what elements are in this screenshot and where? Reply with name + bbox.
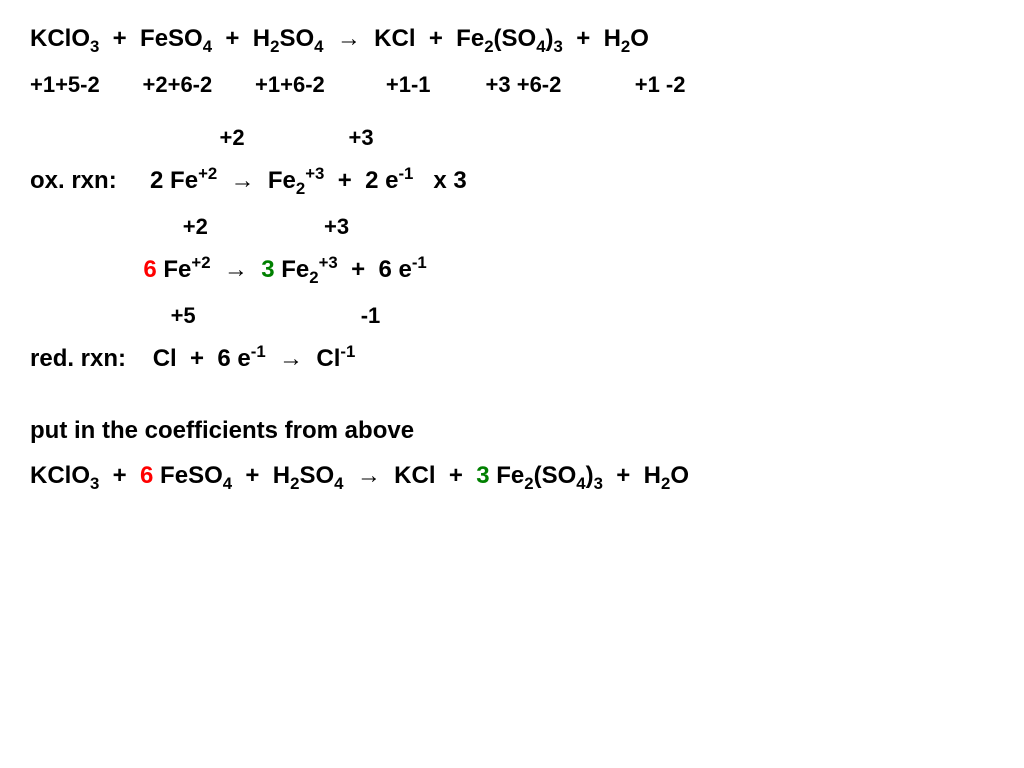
final-p2: FeSO4 + H2SO4 → KCl + [153,462,476,489]
coef-3-green: 3 [261,256,274,283]
red-rxn-label: red. rxn: [30,345,126,372]
oxidation-states-main: +1+5-2 +2+6-2 +1+6-2 +1-1 +3 +6-2 +1 -2 [30,67,994,102]
ox-rxn-1-text: 2 Fe+2 → Fe2+3 + 2 e-1 x 3 [117,167,467,194]
instruction-text: put in the coefficients from above [30,412,994,450]
spacer [30,384,994,412]
final-equation: KClO3 + 6 FeSO4 + H2SO4 → KCl + 3 Fe2(SO… [30,457,994,498]
ox-rxn-line1: ox. rxn: 2 Fe+2 → Fe2+3 + 2 e-1 x 3 [30,161,994,203]
red-rxn-line: red. rxn: Cl + 6 e-1 → Cl-1 [30,339,994,378]
ox-rxn-oxstate2: +2 +3 [30,209,994,244]
red-rxn-oxstate: +5 -1 [30,298,994,333]
final-coef-3: 3 [476,462,489,489]
red-rxn-text: Cl + 6 e-1 → Cl-1 [126,345,355,372]
main-equation: KClO3 + FeSO4 + H2SO4 → KCl + Fe2(SO4)3 … [30,20,994,61]
eq-text: KClO3 + FeSO4 + H2SO4 → KCl + Fe2(SO4)3 … [30,25,649,52]
ox-rxn-label: ox. rxn: [30,167,117,194]
spacer-text [30,256,143,283]
ox-rxn-2-mid: Fe+2 → [157,256,262,283]
final-p1: KClO3 + [30,462,140,489]
final-coef-6: 6 [140,462,153,489]
ox-rxn-2-end: Fe2+3 + 6 e-1 [275,256,427,283]
ox-rxn-oxstate1: +2 +3 [30,120,994,155]
ox-rxn-line2: 6 Fe+2 → 3 Fe2+3 + 6 e-1 [30,250,994,292]
chemistry-slide: KClO3 + FeSO4 + H2SO4 → KCl + Fe2(SO4)3 … [0,0,1024,523]
coef-6-red: 6 [143,256,156,283]
final-p3: Fe2(SO4)3 + H2O [490,462,689,489]
